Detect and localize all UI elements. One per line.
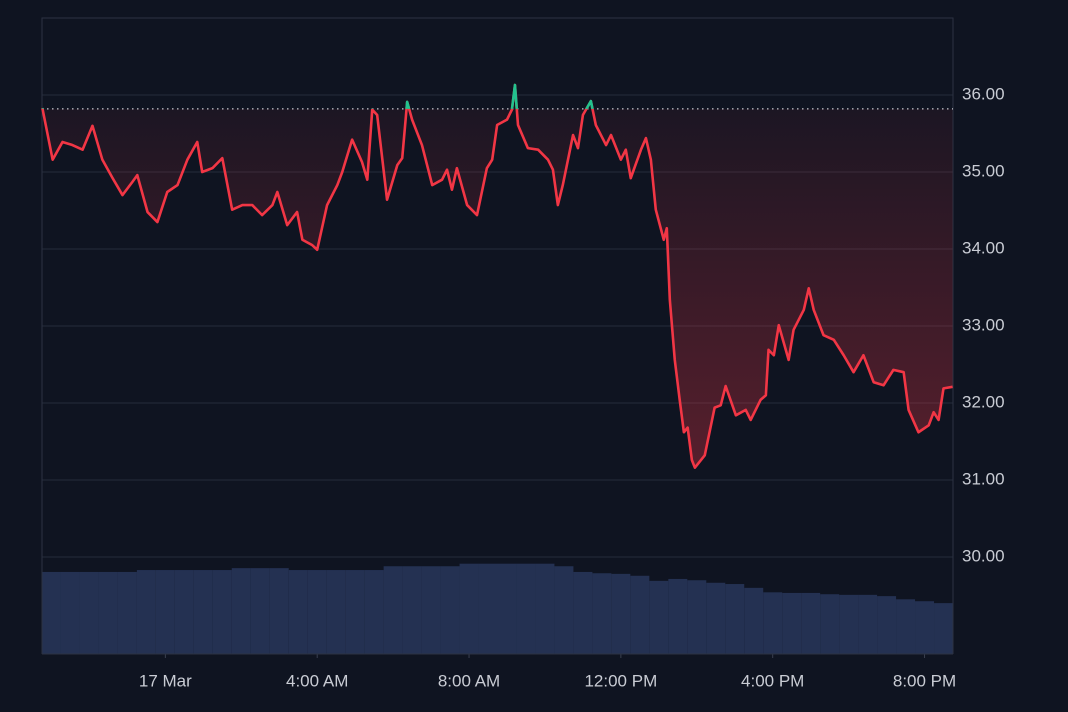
volume-bar [516,563,536,654]
y-tick-label: 34.00 [962,238,1005,257]
volume-bar [212,570,232,654]
volume-bar [535,563,555,654]
volume-bar [98,571,118,654]
volume-bar [459,563,479,654]
volume-bar [440,566,460,654]
area [42,108,953,468]
volume-bar [174,570,194,654]
volume-bar [250,568,270,654]
x-tick-label: 8:00 AM [438,671,500,690]
volume-bar [801,592,821,654]
volume-bar [630,575,650,654]
volume-bar [744,587,764,654]
volume-bar [326,570,346,654]
volume-bar [820,594,840,654]
x-tick-label: 12:00 PM [584,671,657,690]
volume-bar [117,571,137,654]
volume-bar [79,571,99,654]
volume-bar [364,570,384,654]
volume-bar [687,580,707,654]
volume-bar [877,596,897,654]
volume-bar [307,570,327,654]
plot-frame [41,17,954,654]
volume-bar [402,566,422,654]
volume-bar [288,570,308,654]
volume-bar [839,594,859,654]
volume-bar [706,582,726,654]
volume-bar [896,599,916,654]
volume-bar [497,563,517,654]
y-tick-label: 36.00 [962,84,1005,103]
volume-bar [478,563,498,654]
volume-bar [269,568,289,654]
volume-bar [858,594,878,654]
x-tick-label: 17 Mar [139,671,192,690]
volume-bar [60,571,80,654]
volume-bar [193,570,213,654]
volume-bar [668,578,688,654]
volume-bar [136,570,156,654]
volume-bar [421,566,441,654]
volume-bar [649,580,669,654]
y-tick-label: 35.00 [962,161,1005,180]
volume-bar [231,568,251,654]
y-tick-label: 32.00 [962,392,1005,411]
volume-bar [915,601,935,654]
volume-bar [383,566,403,654]
x-tick-label: 4:00 AM [286,671,348,690]
volume-bar [934,603,953,654]
volume-bar [611,573,631,654]
y-tick-label: 31.00 [962,469,1005,488]
volume-bar [763,592,783,654]
x-tick-label: 8:00 PM [893,671,956,690]
x-tick-label: 4:00 PM [741,671,804,690]
volume-bar [592,573,612,654]
y-tick-label: 30.00 [962,546,1005,565]
volume-bar [782,592,802,654]
volume-bar [155,570,175,654]
y-tick-label: 33.00 [962,315,1005,334]
volume-bar [42,571,61,654]
volume-bar [573,571,593,654]
price-line [41,83,953,469]
volume-bar [725,584,745,654]
volume-bar [554,566,574,654]
volume-bar [345,570,365,654]
